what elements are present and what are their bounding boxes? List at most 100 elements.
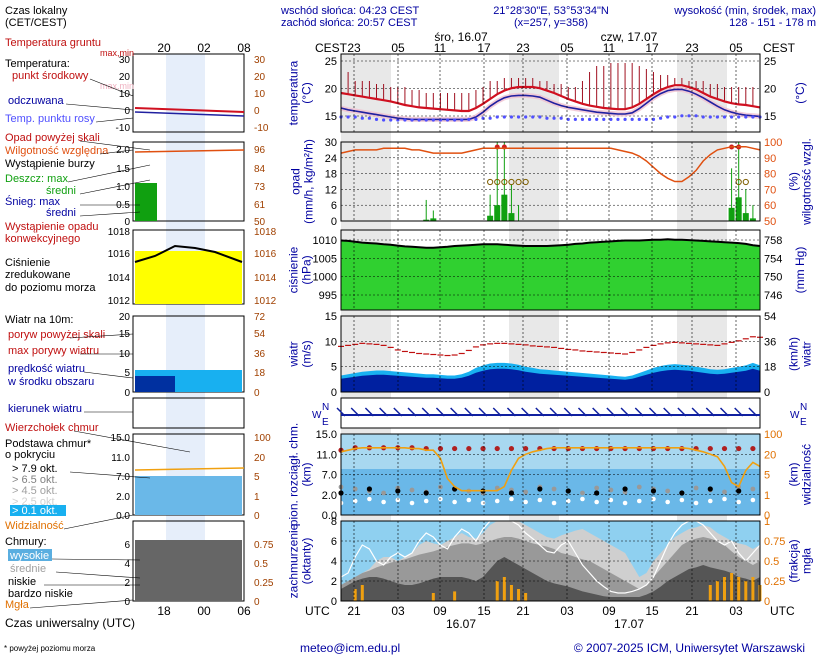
dewpoint-dot <box>516 115 521 119</box>
humidity-tick-right: 100 <box>764 137 782 149</box>
legend-label: > 7.9 okt. <box>12 463 58 475</box>
dewpoint-dot <box>431 118 435 122</box>
cloud-base-dot <box>523 499 528 505</box>
visibility-tick-right: 20 <box>764 449 776 461</box>
tz-right-label: CEST <box>763 41 796 55</box>
precip-tick-left: 6 <box>331 200 337 212</box>
temp-tick: 15 <box>325 111 337 123</box>
cloudbase-tick-left: 0.0 <box>322 510 337 522</box>
grid-text: (x=257, y=358) <box>514 17 588 29</box>
cloud-base-dot <box>381 490 387 496</box>
legend-label: max porywy wiatru <box>8 345 99 357</box>
legend-tick-right: 0.75 <box>254 540 274 551</box>
pressure-tick-left: 1010 <box>313 235 337 247</box>
fog-tick-right: 0.75 <box>764 536 785 548</box>
dewpoint-dot <box>488 116 492 120</box>
dewpoint-dot <box>616 117 620 121</box>
pressure-tick-right: 754 <box>764 253 782 265</box>
dewpoint-dot <box>417 118 421 122</box>
utc-hour-label: 15 <box>477 604 491 618</box>
legend-tick-left: 11.0 <box>111 453 130 464</box>
email-link[interactable]: meteo@icm.edu.pl <box>300 641 400 655</box>
legend-night-band <box>166 54 205 601</box>
legend-label: średnie <box>10 563 46 575</box>
legend-label: max,min <box>100 48 134 58</box>
cloudbase-ylabel-left-line: pion. rozciągł. chm. <box>287 423 301 526</box>
legend-label: do poziomu morza <box>5 282 96 294</box>
wind-ylabel-right-line: wiatr <box>800 341 814 367</box>
coords-text: 21°28'30"E, 53°53'34"N <box>493 5 609 17</box>
legend-label: Wystąpienie burzy <box>5 158 95 170</box>
rain-avg-bar <box>735 197 742 221</box>
cloud-base-dot <box>551 486 557 492</box>
fog-bar <box>453 591 457 601</box>
utc-hour-label: 03 <box>729 604 743 618</box>
storm-marker <box>501 178 508 186</box>
legend-connector <box>69 471 151 479</box>
legend-visibility-line <box>134 467 245 471</box>
legend-tick-left: 5 <box>124 368 130 379</box>
pressure-tick-right: 746 <box>764 290 782 302</box>
dewpoint-dot <box>410 118 414 122</box>
temp-tick-right: 15 <box>764 111 776 123</box>
cloud-base-dot <box>423 498 429 504</box>
visibility-tick-right: 0 <box>764 510 770 522</box>
legend-tick-left: 1018 <box>108 227 131 238</box>
cloud-ylabel-right-line: mgła <box>800 548 814 574</box>
clouds-frame <box>340 520 761 602</box>
fog-bar <box>495 581 499 601</box>
cloud-base-dot <box>509 496 514 502</box>
cloud-tick-left: 0 <box>331 596 337 608</box>
dewpoint-dot <box>524 115 528 119</box>
cloud-base-dot <box>452 499 457 505</box>
legend-tick-right: 1012 <box>254 296 277 307</box>
dewpoint-dot <box>460 118 464 122</box>
humidity-tick-right: 90 <box>764 153 776 165</box>
cloud-top-dot <box>750 445 756 452</box>
legend-label: Mgła <box>5 599 30 611</box>
legend-label: > 6.5 okt. <box>12 474 58 486</box>
precip-ylabel-left: opad (mm/h, kg/m²/h) <box>289 139 316 224</box>
pressure-tick-left: 995 <box>319 290 337 302</box>
legend-label: Wilgotność względna <box>5 145 109 157</box>
cloud-base-dot <box>722 489 727 495</box>
legend-connector <box>67 164 151 183</box>
date-bottom-label: 17.07 <box>614 617 644 631</box>
dewpoint-dot <box>573 117 577 121</box>
legend-label: średni <box>46 185 76 197</box>
rain-avg-bar <box>501 194 508 221</box>
precip-tick-left: 12 <box>325 184 337 196</box>
fog-bar <box>502 577 506 601</box>
temp-ylabel-left: temperatura (°C) <box>287 60 314 125</box>
tz-left-label: CEST <box>315 41 348 55</box>
cloud-top-dot <box>707 445 713 452</box>
dewpoint-dot <box>644 117 648 121</box>
legend-wind-dark <box>135 376 175 392</box>
dewpoint-dot <box>353 115 357 119</box>
dewpoint-dot <box>424 118 428 122</box>
precip-ylabel-right-line: (%) <box>787 172 801 191</box>
temp-mid-line <box>340 84 761 113</box>
legend-tick-left: 20 <box>119 72 131 83</box>
temp-ylabel-right: (°C) <box>793 82 807 103</box>
precip-tick-left: 30 <box>325 137 337 149</box>
pressure-ylabel-right: (mm Hg) <box>793 247 807 294</box>
legend-label: zredukowane <box>5 269 70 281</box>
temp-tick-right: 20 <box>764 84 776 96</box>
cloud-base-dot <box>651 496 656 502</box>
fog-bar <box>360 585 364 601</box>
dewpoint-dot <box>346 115 350 119</box>
legend-label: Podstawa chmur* <box>5 438 92 450</box>
legend-label: max,min <box>100 81 134 91</box>
legend-tick-left: 4 <box>124 559 130 570</box>
legend-connector <box>89 78 134 97</box>
cloud-base-dot <box>480 500 486 506</box>
cloud-base-dot <box>608 487 614 493</box>
legend-connector <box>79 179 151 195</box>
height-title: wysokość (min, środek, max) <box>673 5 816 17</box>
legend-cloud-area <box>135 540 242 601</box>
temp-ylabel-left-line: temperatura <box>287 60 301 125</box>
night-band <box>677 54 727 601</box>
legend-label: Temperatura gruntu <box>5 37 101 49</box>
